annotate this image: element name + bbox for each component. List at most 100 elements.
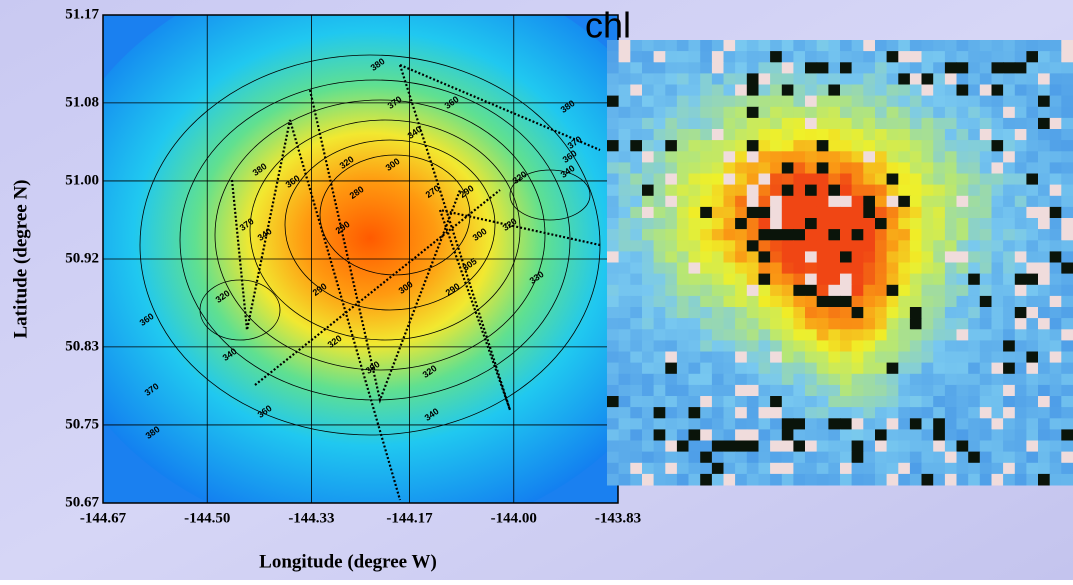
- chl-pixel: [688, 307, 701, 319]
- chl-pixel: [840, 429, 853, 441]
- chl-pixel: [700, 173, 713, 186]
- chl-pixel: [944, 73, 958, 85]
- chl-pixel: [816, 451, 829, 464]
- chl-pixel: [781, 284, 794, 297]
- chl-pixel: [828, 40, 841, 52]
- chl-pixel: [642, 84, 655, 97]
- chl-pixel: [1038, 451, 1051, 464]
- chl-pixel: [886, 195, 899, 208]
- chl-pixel: [700, 407, 713, 419]
- x-tick-label: -143.83: [595, 510, 641, 526]
- chl-pixel: [898, 184, 911, 197]
- chl-pixel: [793, 117, 806, 130]
- chl-pixel: [1038, 95, 1051, 108]
- chl-pixel: [607, 407, 620, 419]
- chl-pixel: [1049, 318, 1062, 330]
- chl-pixel: [653, 162, 666, 174]
- chl-pixel: [840, 340, 853, 352]
- chl-pixel: [653, 273, 666, 286]
- chl-pixel: [630, 240, 643, 252]
- chl-pixel: [1014, 262, 1027, 275]
- chl-pixel: [851, 262, 864, 275]
- chl-pixel: [933, 184, 946, 197]
- chl-pixel: [1061, 106, 1073, 119]
- chl-pixel: [863, 407, 876, 419]
- chl-pixel: [1014, 151, 1027, 163]
- chl-pixel: [1061, 440, 1073, 453]
- chl-pixel: [723, 173, 736, 186]
- chl-pixel: [642, 173, 655, 186]
- chl-pixel: [909, 462, 923, 475]
- chl-pixel: [921, 151, 934, 163]
- chl-pixel: [1026, 396, 1039, 408]
- chl-pixel: [991, 62, 1004, 74]
- chl-pixel: [944, 106, 958, 119]
- chl-pixel: [746, 351, 759, 364]
- chl-pixel: [642, 129, 655, 141]
- chl-pixel: [688, 151, 701, 163]
- chl-pixel: [1014, 451, 1027, 464]
- chl-pixel: [630, 429, 643, 441]
- chl-pixel: [607, 84, 620, 97]
- chl-pixel: [1003, 262, 1016, 275]
- chl-pixel: [968, 117, 981, 130]
- chl-pixel: [863, 184, 876, 197]
- chl-pixel: [909, 329, 923, 341]
- chl-pixel: [1061, 129, 1073, 141]
- chl-pixel: [723, 117, 736, 130]
- chl-pixel: [851, 273, 864, 286]
- chl-pixel: [700, 262, 713, 275]
- chl-pixel: [1049, 240, 1062, 252]
- chl-pixel: [1014, 106, 1027, 119]
- chl-pixel: [968, 418, 981, 430]
- chl-pixel: [909, 429, 923, 441]
- chl-pixel: [700, 117, 713, 130]
- chl-pixel: [875, 418, 888, 430]
- chl-pixel: [933, 117, 946, 130]
- chl-pixel: [828, 240, 841, 252]
- chl-pixel: [676, 384, 690, 397]
- chl-pixel: [758, 373, 771, 386]
- chl-pixel: [653, 318, 666, 330]
- chl-pixel: [688, 229, 701, 241]
- chl-pixel: [944, 184, 958, 197]
- chl-pixel: [863, 362, 876, 375]
- chl-pixel: [933, 384, 946, 397]
- chl-pixel: [700, 473, 713, 486]
- chl-pixel: [1026, 351, 1039, 364]
- chl-pixel: [991, 240, 1004, 252]
- chl-pixel: [1061, 173, 1073, 186]
- chl-pixel: [770, 418, 783, 430]
- chl-pixel: [840, 307, 853, 319]
- chl-pixel: [1026, 206, 1039, 219]
- chl-pixel: [746, 273, 759, 286]
- chl-pixel: [944, 129, 958, 141]
- chl-pixel: [944, 240, 958, 252]
- chl-pixel: [816, 184, 829, 197]
- chl-pixel: [875, 117, 888, 130]
- chl-pixel: [805, 151, 818, 163]
- chl-pixel: [968, 384, 981, 397]
- x-tick-label: -144.50: [184, 510, 230, 526]
- chl-pixel: [711, 40, 725, 52]
- chl-pixel: [746, 318, 759, 330]
- chl-pixel: [828, 340, 841, 352]
- chl-pixel: [816, 40, 829, 52]
- chl-pixel: [921, 384, 934, 397]
- chl-pixel: [653, 295, 666, 308]
- chl-pixel: [805, 251, 818, 263]
- chl-pixel: [921, 429, 934, 441]
- chl-pixel: [968, 462, 981, 475]
- chl-pixel: [793, 62, 806, 74]
- chl-pixel: [886, 51, 899, 63]
- chl-pixel: [653, 340, 666, 352]
- chl-pixel: [828, 195, 841, 208]
- chl-pixel: [688, 351, 701, 364]
- chl-pixel: [944, 351, 958, 364]
- chl-pixel: [770, 307, 783, 319]
- chl-pixel: [1003, 218, 1016, 230]
- chl-pixel: [735, 229, 748, 241]
- chl-pixel: [898, 73, 911, 85]
- chl-pixel: [676, 462, 690, 475]
- chl-pixel: [1038, 184, 1051, 197]
